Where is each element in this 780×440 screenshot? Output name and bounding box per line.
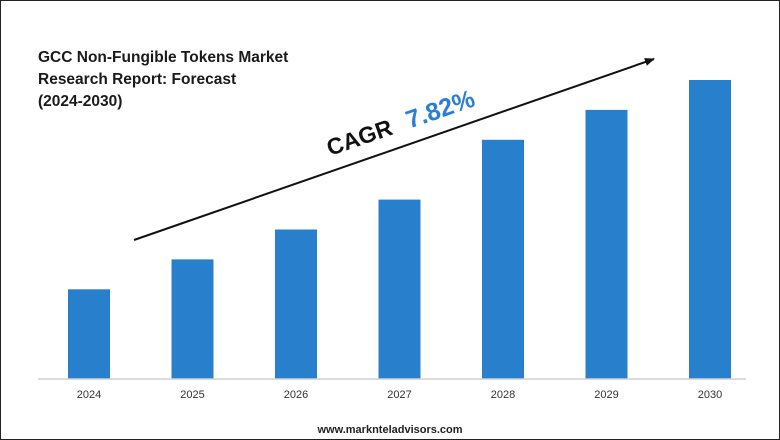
x-tick-label-2025: 2025 [180, 389, 204, 401]
bar-series [68, 80, 731, 380]
cagr-trend-arrow [133, 58, 655, 241]
cagr-value: 7.82% [402, 85, 478, 135]
footer-website: www.marknteladvisors.com [317, 424, 463, 436]
title-line-2: Research Report: Forecast [38, 71, 237, 88]
bar-2025 [171, 259, 214, 379]
x-tick-label-2028: 2028 [491, 389, 515, 401]
x-tick-label-2024: 2024 [77, 389, 101, 401]
x-tick-label-2029: 2029 [594, 389, 618, 401]
bar-2027 [378, 199, 421, 379]
x-tick-labels: 2024 2025 2026 2027 2028 2029 2030 [77, 389, 722, 401]
x-tick-label-2030: 2030 [698, 389, 722, 401]
bar-2026 [275, 229, 317, 379]
title-line-1: GCC Non-Fungible Tokens Market [38, 49, 289, 66]
cagr-annotation: CAGR 7.82% [323, 85, 479, 162]
chart-title: GCC Non-Fungible Tokens Market Research … [38, 47, 338, 113]
bar-2024 [68, 289, 110, 379]
bar-2029 [585, 109, 628, 380]
x-tick-label-2027: 2027 [387, 389, 411, 401]
bar-2030 [689, 80, 731, 379]
title-line-3: (2024-2030) [38, 93, 123, 110]
x-tick-label-2026: 2026 [284, 389, 308, 401]
bar-2028 [482, 139, 524, 379]
cagr-label: CAGR [323, 114, 396, 161]
